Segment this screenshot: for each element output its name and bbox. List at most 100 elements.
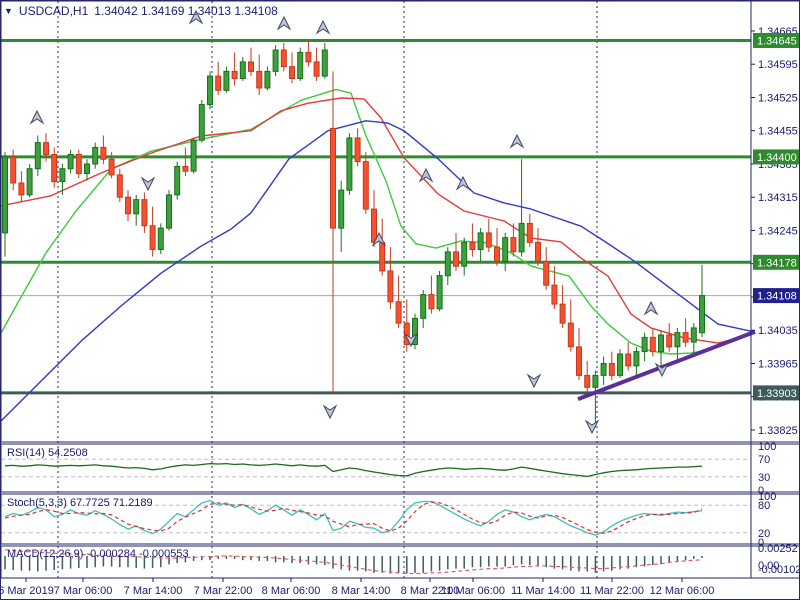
candle-body [600, 363, 607, 376]
stoch-d-line [4, 501, 703, 534]
candle-body [420, 294, 427, 319]
up-arrow-icon [455, 175, 471, 191]
candle-body [26, 168, 33, 196]
stoch-axis-label: 20 [758, 528, 770, 540]
rsi-label: RSI(14) 54.2508 [7, 447, 88, 459]
candle-body [182, 165, 189, 172]
price-axis-label: 1.34455 [758, 126, 798, 138]
candle-body [297, 51, 304, 80]
rsi-axis-label: 70 [758, 454, 770, 466]
chart-title-bar: ▼ USDCAD,H1 1.34042 1.34169 1.34013 1.34… [4, 4, 278, 18]
candle-body [34, 142, 41, 170]
candle-body [338, 189, 345, 229]
candle-body [658, 334, 664, 353]
rsi-axis-label: 0 [758, 485, 764, 497]
price-badge [753, 33, 799, 48]
candle-body [403, 322, 410, 346]
candle-body [379, 241, 386, 272]
candle-body [608, 363, 615, 376]
price-axis-label: 1.33825 [758, 425, 798, 437]
macd-histogram [4, 556, 703, 574]
candle-body [215, 75, 222, 91]
rsi-axis-label: 30 [758, 472, 770, 484]
candle-body [494, 246, 500, 262]
panel-border [1, 443, 799, 493]
price-badge [753, 385, 799, 401]
stoch-axis-label: 100 [758, 491, 776, 503]
up-arrow-icon [188, 9, 204, 25]
panel-border [1, 493, 799, 545]
ma-slow-line [1, 120, 752, 422]
candle-body [125, 196, 131, 215]
candle-body [444, 251, 451, 277]
up-arrow-icon [643, 300, 659, 316]
candle-body [395, 301, 402, 324]
candle-body [108, 158, 115, 176]
candle-body [649, 336, 656, 353]
candle-body [453, 251, 459, 267]
candle-body [535, 241, 541, 262]
ohlc-values: 1.34042 1.34169 1.34013 1.34108 [94, 4, 278, 18]
down-arrow-icon [526, 373, 542, 389]
candle-body [84, 163, 90, 174]
time-axis-label: 11 Mar 06:00 [441, 585, 505, 597]
candle-body [248, 61, 254, 72]
candle-body [280, 49, 287, 68]
candle-body [67, 154, 74, 170]
candle-body [10, 156, 17, 184]
stoch-axis-label: 80 [758, 500, 770, 512]
day-separators [57, 1, 598, 578]
candle-body [100, 146, 107, 160]
candle-body [321, 49, 328, 77]
candle-body [207, 75, 213, 106]
rsi-name: RSI(14) [7, 447, 45, 459]
candle-body [674, 332, 681, 348]
time-axis-label: 8 Mar 14:00 [332, 585, 391, 597]
candle-body [387, 270, 394, 303]
candle-body [584, 374, 591, 388]
macd-name: MACD(12,26,9) [7, 548, 84, 560]
price-badge [753, 149, 799, 165]
price-badge-label: 1.34400 [757, 152, 797, 164]
symbol-dropdown-icon[interactable]: ▼ [4, 6, 13, 16]
time-axis-label: 6 Mar 2019 [1, 585, 54, 597]
price-badge-label: 1.34108 [757, 291, 797, 303]
candle-body [666, 334, 673, 348]
time-axis-label: 8 Mar 06:00 [262, 585, 321, 597]
macd-axis-label: 0.00 [758, 560, 779, 572]
time-axis-label: 8 Mar 22:00 [401, 585, 460, 597]
candle-body [116, 174, 123, 198]
candle-body [75, 154, 82, 174]
time-axis-label: 7 Mar 06:00 [54, 585, 113, 597]
price-axis-label: 1.34035 [758, 325, 798, 337]
macd-label: MACD(12,26,9) -0.000284 -0.000553 [7, 548, 189, 560]
up-arrow-icon [29, 109, 45, 125]
price-badge-label: 1.33903 [757, 388, 797, 400]
candlesticks [2, 40, 705, 428]
candle-body [436, 275, 443, 310]
candle-body [477, 232, 484, 250]
candle-body [2, 156, 8, 234]
time-axis-label: 11 Mar 22:00 [580, 585, 644, 597]
candle-body [526, 222, 533, 243]
up-arrow-icon [509, 133, 525, 149]
macd-main-value: -0.000284 [86, 548, 137, 560]
candle-body [239, 61, 246, 80]
candle-body [264, 70, 271, 89]
up-arrow-icon [371, 231, 387, 247]
time-axis: 6 Mar 2019 7 Mar 06:00 7 Mar 14:00 7 Mar 22… [1, 578, 714, 597]
price-badge [753, 254, 799, 270]
time-axis-label: 7 Mar 14:00 [124, 585, 183, 597]
candle-body [174, 165, 181, 196]
candle-body [133, 199, 140, 215]
candle-body [330, 127, 336, 229]
down-arrow-icon [322, 404, 338, 420]
stoch-k-value: 67.7725 [69, 497, 110, 509]
candle-body [18, 182, 25, 196]
macd-signal-line [4, 549, 703, 575]
candle-body [289, 66, 295, 79]
macd-signal-value: -0.000553 [139, 548, 189, 560]
